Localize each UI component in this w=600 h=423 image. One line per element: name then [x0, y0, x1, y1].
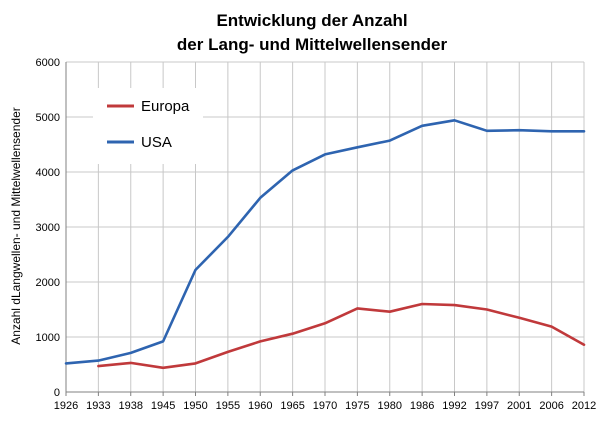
series-line-europa	[97, 302, 586, 370]
x-tick-label: 1980	[378, 400, 402, 412]
x-tick-label: 1986	[410, 400, 434, 412]
x-tick-label: 1945	[151, 400, 175, 412]
y-tick-label: 4000	[36, 167, 60, 179]
x-tick-label: 1960	[248, 400, 272, 412]
x-tick-label: 1950	[183, 400, 207, 412]
legend-label-usa: USA	[141, 134, 172, 151]
x-tick-label: 1970	[313, 400, 337, 412]
x-tick-label: 1955	[216, 400, 240, 412]
series-lines	[64, 119, 586, 370]
y-axis-label: Anzahl dLangwellen- und Mittelwellensend…	[9, 107, 23, 344]
y-tick-label: 1000	[36, 332, 60, 344]
x-tick-label: 1965	[280, 400, 304, 412]
x-axis-ticks: 1926 1933 1938 1945 1950 1955 1960 1965 1970 1975…	[54, 392, 596, 412]
x-tick-label: 1926	[54, 400, 78, 412]
x-tick-label: 1975	[345, 400, 369, 412]
y-tick-label: 0	[54, 387, 60, 399]
chart-title-line-2: der Lang- und Mittelwellensender	[177, 35, 448, 54]
x-tick-label: 2001	[507, 400, 531, 412]
legend-label-europa: Europa	[141, 98, 190, 115]
legend: Europa USA	[93, 88, 203, 164]
x-tick-label: 1933	[86, 400, 110, 412]
chart-title-line-1: Entwicklung der Anzahl	[216, 11, 407, 30]
y-tick-label: 2000	[36, 277, 60, 289]
y-axis-ticks: 0 1000 2000 3000 4000 5000 6000	[36, 57, 60, 399]
x-tick-label: 2012	[572, 400, 596, 412]
x-tick-label: 1992	[442, 400, 466, 412]
y-tick-label: 3000	[36, 222, 60, 234]
x-tick-label: 1997	[475, 400, 499, 412]
y-tick-label: 5000	[36, 112, 60, 124]
x-tick-label: 1938	[119, 400, 143, 412]
x-tick-label: 2006	[539, 400, 563, 412]
legend-background	[93, 88, 203, 164]
y-tick-label: 6000	[36, 57, 60, 69]
